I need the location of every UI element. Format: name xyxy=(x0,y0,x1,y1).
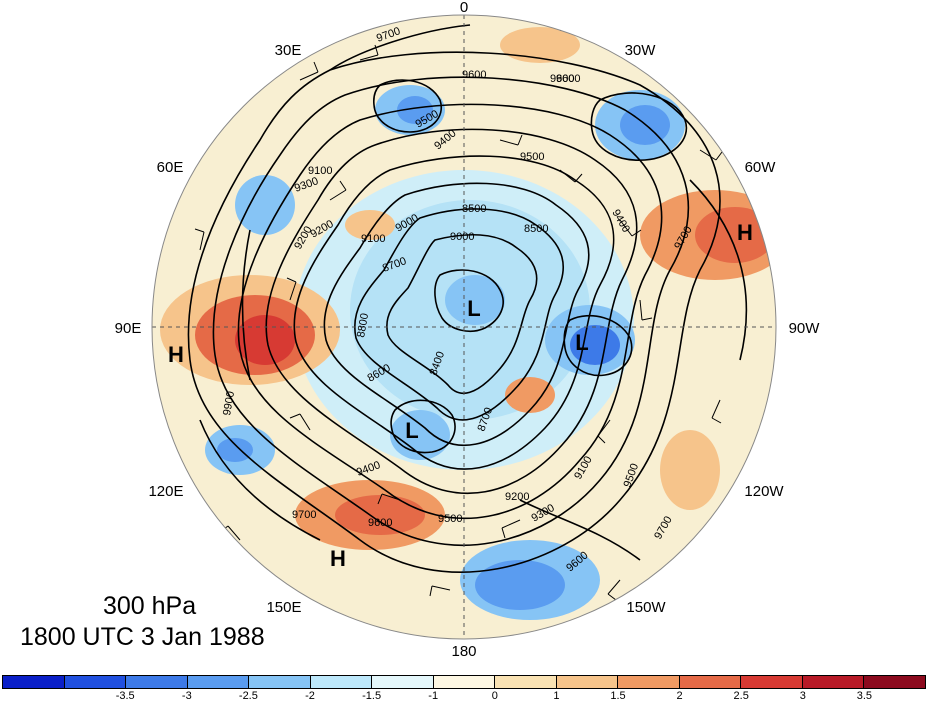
contour-label: 9700 xyxy=(292,509,316,521)
wind-barbs xyxy=(194,44,723,601)
lon-label-180: 180 xyxy=(451,643,476,660)
contour-label: 9600 xyxy=(368,517,392,529)
high-pressure-center: H xyxy=(168,342,184,367)
pressure-centers: H H H L L L xyxy=(168,220,753,571)
colorbar-tick-label: 0 xyxy=(491,690,498,702)
height-contours xyxy=(187,24,748,573)
colorbar-tick-label: -2 xyxy=(305,690,315,702)
colorbar-tick-label: -2.5 xyxy=(238,690,258,702)
low-pressure-center: L xyxy=(575,330,588,355)
colorbar-cell xyxy=(249,676,311,688)
colorbar-tick-label: -1 xyxy=(428,690,439,702)
colorbar-cell xyxy=(187,676,250,688)
contour-label: 9600 xyxy=(550,73,574,85)
lon-label-120w: 120W xyxy=(744,483,784,500)
colorbar-cell xyxy=(372,676,434,688)
colorbar-cell xyxy=(741,676,803,688)
contour-label: 9500 xyxy=(438,513,462,525)
low-pressure-center: L xyxy=(405,418,418,443)
colorbar-tick-label: 1 xyxy=(553,690,560,702)
colorbar-tick-label: -3 xyxy=(181,690,192,702)
colorbar-cell xyxy=(495,676,557,688)
low-pressure-center: L xyxy=(467,296,480,321)
lon-label-30w: 30W xyxy=(625,42,657,59)
colorbar-cell xyxy=(618,676,680,688)
contour-label: 9600 xyxy=(462,69,486,81)
lon-label-60w: 60W xyxy=(745,159,777,176)
title-level: 300 hPa xyxy=(103,592,197,620)
lon-label-150w: 150W xyxy=(626,599,666,616)
colorbar-tick-label: 1.5 xyxy=(610,690,626,702)
high-pressure-center: H xyxy=(737,220,753,245)
colorbar-cell xyxy=(126,676,188,688)
contour-label: 8800 xyxy=(355,312,371,338)
colorbar-cell xyxy=(864,676,925,688)
colorbar-cell xyxy=(3,676,65,688)
colorbar-ticks: -3.5 -3 -2.5 -2 -1.5 -1 0 1 1.5 2 2.5 3 3.5 xyxy=(2,690,926,702)
map-boundary xyxy=(151,14,777,640)
contour-label: 8500 xyxy=(462,203,486,215)
high-pressure-center: H xyxy=(330,546,346,571)
colorbar-cell xyxy=(802,676,865,688)
colorbar-cell xyxy=(64,676,127,688)
colorbar-cell xyxy=(679,676,742,688)
contour-label: 8500 xyxy=(524,223,548,235)
lon-label-150e: 150E xyxy=(266,599,301,616)
colorbar-tick-label: 3.5 xyxy=(856,690,873,702)
colorbar-tick-label: -3.5 xyxy=(115,690,135,702)
colorbar-tick-label: 2 xyxy=(676,690,683,702)
colorbar-cell xyxy=(433,676,496,688)
contour-label: 9200 xyxy=(505,491,529,503)
lon-label-120e: 120E xyxy=(148,483,183,500)
graticule xyxy=(152,15,776,639)
colorbar-tick-label: 2.5 xyxy=(733,690,749,702)
colorbar-cell xyxy=(310,676,373,688)
contour-label: 9500 xyxy=(520,151,544,163)
colorbar xyxy=(2,675,926,689)
lon-label-0: 0 xyxy=(460,0,468,16)
map-disk xyxy=(152,15,776,639)
colorbar-cell xyxy=(556,676,619,688)
lon-label-90w: 90W xyxy=(789,320,821,337)
contour-label: 9600 xyxy=(556,73,580,85)
lon-label-30e: 30E xyxy=(275,42,302,59)
contour-label: 9100 xyxy=(308,165,332,177)
lon-label-90e: 90E xyxy=(115,320,142,337)
contour-label: 9000 xyxy=(450,231,474,243)
lon-label-60e: 60E xyxy=(157,159,184,176)
title-time: 1800 UTC 3 Jan 1988 xyxy=(20,623,265,651)
colorbar-tick-label: 3 xyxy=(799,690,806,702)
contour-label: 9100 xyxy=(361,233,385,245)
contour-label: 9900 xyxy=(221,390,237,416)
colorbar-tick-label: -1.5 xyxy=(362,690,382,702)
